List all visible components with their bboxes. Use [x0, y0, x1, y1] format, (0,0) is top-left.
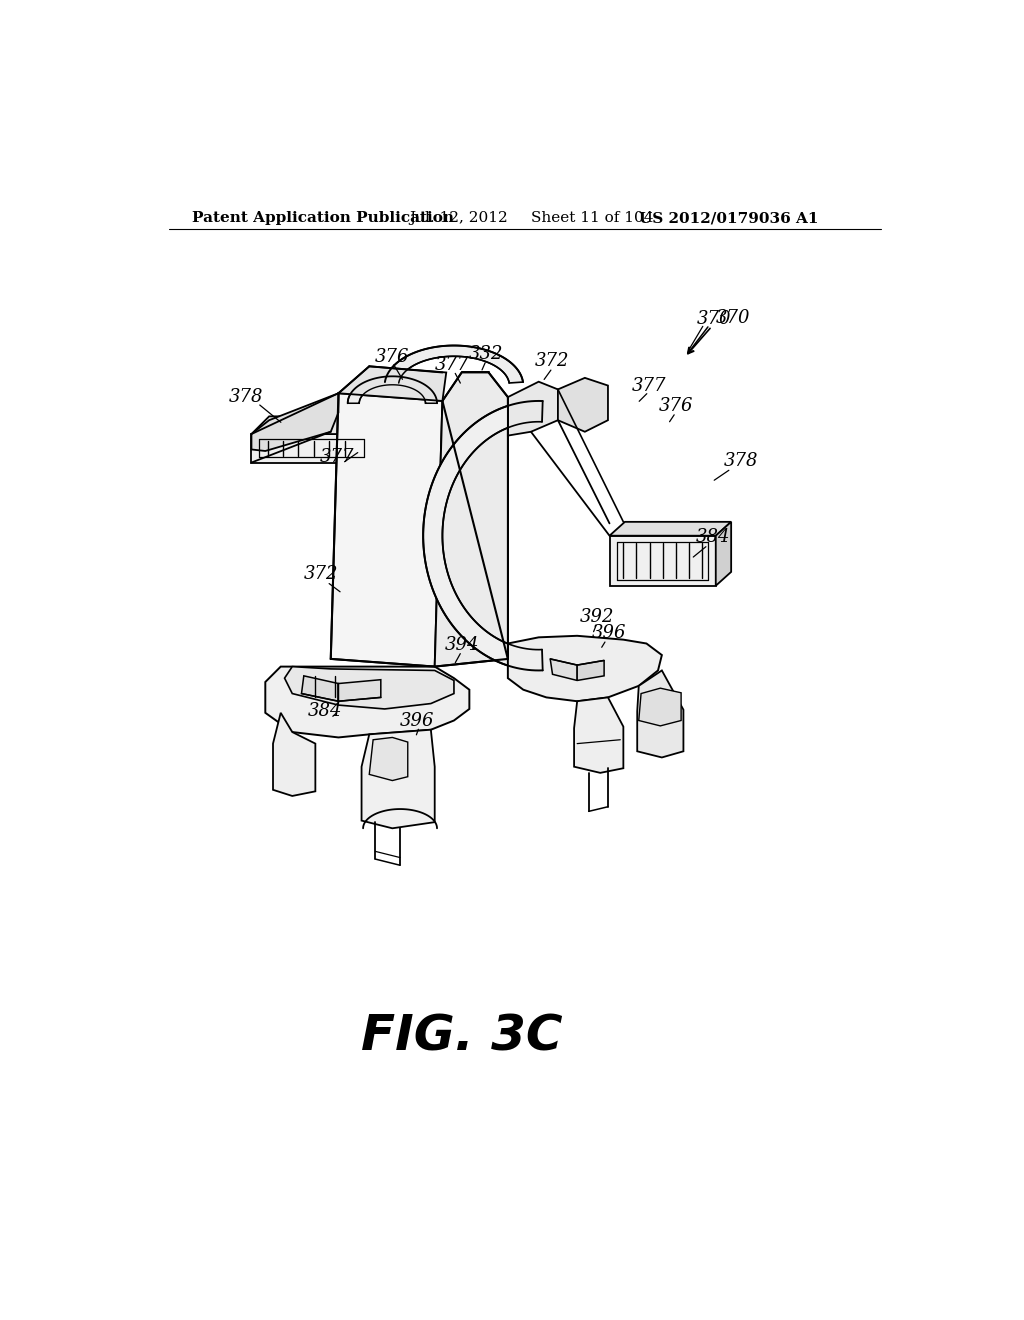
Polygon shape: [423, 401, 543, 671]
Polygon shape: [639, 688, 681, 726]
Text: Sheet 11 of 104: Sheet 11 of 104: [531, 211, 653, 226]
Polygon shape: [370, 416, 381, 462]
Text: 384: 384: [696, 528, 731, 546]
Polygon shape: [637, 671, 683, 758]
Text: 376: 376: [658, 397, 693, 416]
Text: 378: 378: [228, 388, 263, 407]
Polygon shape: [574, 697, 624, 774]
Polygon shape: [508, 381, 558, 436]
Polygon shape: [508, 636, 662, 701]
Polygon shape: [265, 667, 469, 738]
Polygon shape: [252, 393, 339, 451]
Text: 392: 392: [580, 607, 614, 626]
Text: 396: 396: [592, 624, 627, 643]
Polygon shape: [252, 434, 370, 462]
Text: 372: 372: [536, 352, 569, 370]
Text: Patent Application Publication: Patent Application Publication: [193, 211, 455, 226]
Polygon shape: [273, 713, 315, 796]
Polygon shape: [385, 346, 523, 383]
Text: 370: 370: [697, 310, 731, 327]
Text: FIG. 3C: FIG. 3C: [360, 1012, 562, 1060]
Polygon shape: [716, 521, 731, 586]
Polygon shape: [435, 372, 508, 667]
Text: 378: 378: [724, 451, 759, 470]
Text: 384: 384: [308, 702, 343, 721]
Polygon shape: [609, 536, 716, 586]
Polygon shape: [370, 738, 408, 780]
Polygon shape: [339, 367, 446, 401]
Polygon shape: [252, 416, 381, 434]
Polygon shape: [339, 680, 381, 701]
Polygon shape: [348, 376, 437, 404]
Polygon shape: [578, 660, 604, 681]
Text: 377: 377: [435, 356, 470, 374]
Text: Jul. 12, 2012: Jul. 12, 2012: [410, 211, 508, 226]
Text: 332: 332: [469, 345, 504, 363]
Text: US 2012/0179036 A1: US 2012/0179036 A1: [639, 211, 818, 226]
Text: 396: 396: [399, 711, 434, 730]
Text: 394: 394: [444, 636, 479, 653]
Polygon shape: [558, 378, 608, 432]
Polygon shape: [550, 659, 578, 681]
Polygon shape: [609, 521, 731, 536]
Polygon shape: [331, 393, 442, 667]
Text: 377: 377: [632, 376, 666, 395]
Polygon shape: [301, 676, 339, 701]
Text: 372: 372: [304, 565, 339, 583]
Polygon shape: [361, 730, 435, 829]
Text: 376: 376: [375, 348, 410, 366]
Polygon shape: [285, 667, 454, 709]
Text: 370: 370: [716, 309, 751, 327]
Text: 377: 377: [319, 449, 354, 466]
